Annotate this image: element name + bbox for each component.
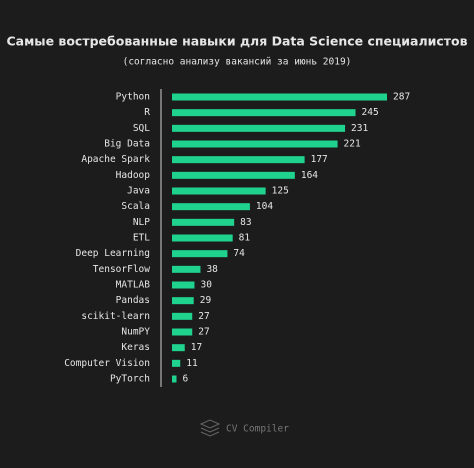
bar <box>172 328 193 336</box>
value-label: 221 <box>344 139 361 150</box>
watermark: CV Compiler <box>226 424 289 435</box>
watermark-icon <box>199 419 221 437</box>
y-tick-label: Java <box>127 186 150 197</box>
y-tick-label: ETL <box>133 233 150 244</box>
value-label: 104 <box>256 201 273 212</box>
y-tick-label: NumPY <box>121 327 150 338</box>
bar <box>172 281 195 289</box>
value-label: 164 <box>301 170 318 181</box>
bar <box>172 234 233 242</box>
value-label: 177 <box>311 154 328 165</box>
value-label: 83 <box>240 217 251 228</box>
y-tick-label: R <box>144 107 150 118</box>
chart-subtitle: (согласно анализу вакансий за июнь 2019) <box>123 57 352 68</box>
y-tick-label: Computer Vision <box>64 358 150 369</box>
bar <box>172 218 235 226</box>
value-label: 287 <box>393 92 410 103</box>
chart-title: Самые востребованные навыки для Data Sci… <box>6 34 467 49</box>
value-label: 245 <box>362 107 379 118</box>
bar <box>172 375 177 383</box>
bar <box>172 124 346 132</box>
bar <box>172 250 228 258</box>
bar <box>172 344 185 352</box>
value-label: 81 <box>239 233 251 244</box>
y-tick-label: Keras <box>121 342 150 353</box>
y-tick-label: PyTorch <box>110 374 150 385</box>
bar <box>172 203 250 211</box>
y-tick-label: MATLAB <box>116 280 151 291</box>
y-tick-label: Pandas <box>116 295 150 306</box>
y-tick-label: Big Data <box>104 139 150 150</box>
value-label: 74 <box>233 248 245 259</box>
y-tick-label: Apache Spark <box>81 154 150 165</box>
value-label: 125 <box>272 186 289 197</box>
bar <box>172 187 266 195</box>
value-label: 17 <box>191 342 202 353</box>
value-label: 231 <box>351 123 368 134</box>
y-tick-label: Deep Learning <box>76 248 150 259</box>
bar <box>172 93 387 101</box>
bar <box>172 359 181 367</box>
bar <box>172 109 356 117</box>
value-label: 6 <box>182 374 188 385</box>
bar <box>172 156 305 164</box>
bar <box>172 140 338 148</box>
value-label: 29 <box>200 295 212 306</box>
bar <box>172 297 194 305</box>
y-tick-label: Python <box>116 92 150 103</box>
y-tick-label: NLP <box>133 217 150 228</box>
y-tick-label: Hadoop <box>116 170 151 181</box>
bar <box>172 312 193 320</box>
value-label: 11 <box>186 358 198 369</box>
value-label: 38 <box>206 264 218 275</box>
bar <box>172 171 295 179</box>
y-tick-label: scikit-learn <box>81 311 150 322</box>
y-tick-label: SQL <box>133 123 150 134</box>
bar <box>172 265 201 273</box>
value-label: 27 <box>198 327 209 338</box>
value-label: 30 <box>200 280 212 291</box>
y-tick-label: TensorFlow <box>93 264 150 275</box>
y-tick-label: Scala <box>121 201 150 212</box>
value-label: 27 <box>198 311 209 322</box>
